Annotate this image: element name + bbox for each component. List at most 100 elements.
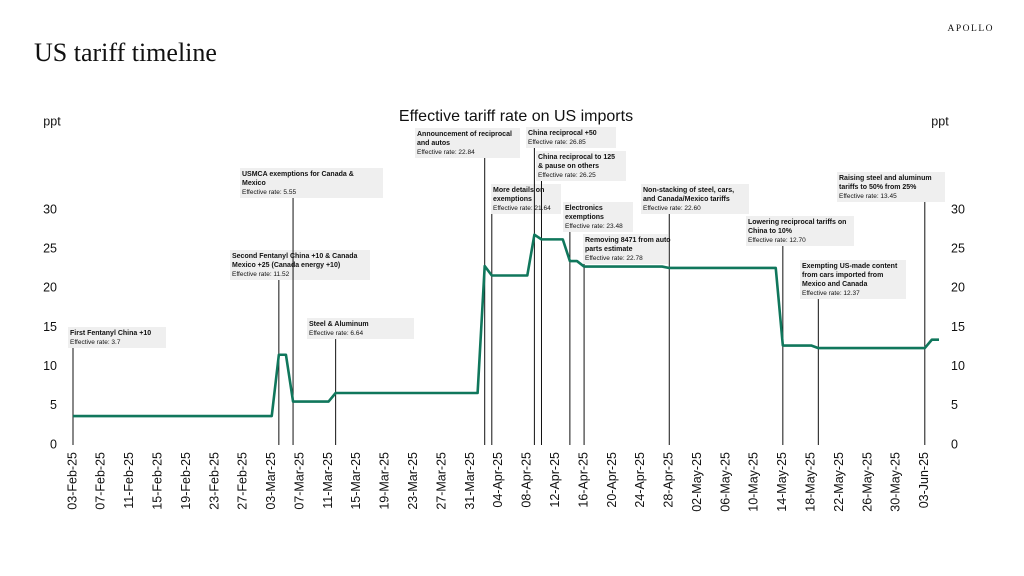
annotation-title: tariffs to 50% from 25% (839, 184, 917, 191)
x-tick-label: 12-Apr-25 (548, 452, 562, 508)
annotation: Second Fentanyl China +10 & Canada Mexico… (230, 250, 370, 445)
x-tick-label: 02-May-25 (690, 452, 704, 512)
annotation: Raising steel and aluminum tariffs to 50%… (837, 172, 945, 445)
annotation-rate: Effective rate: 26.85 (528, 139, 586, 146)
annotation-box (68, 327, 166, 348)
annotation-title: parts estimate (585, 246, 633, 253)
x-tick-label: 28-Apr-25 (662, 452, 676, 508)
brand: APOLLO (948, 24, 994, 34)
x-tick-label: 07-Mar-25 (292, 452, 306, 510)
y2-axis-label: ppt (931, 114, 949, 128)
y2-tick-label: 30 (951, 202, 965, 216)
x-tick-label: 03-Jun-25 (917, 452, 931, 508)
x-tick-label: 23-Feb-25 (207, 452, 221, 510)
annotation: USMCA exemptions for Canada & Mexico Effec… (240, 168, 383, 445)
annotation-title: Announcement of reciprocal (417, 131, 512, 138)
annotation-title: Non-stacking of steel, cars, (643, 187, 734, 194)
annotation-box (837, 172, 945, 202)
x-tick-label: 30-May-25 (889, 452, 903, 512)
annotation-title: First Fentanyl China +10 (70, 330, 151, 337)
x-tick-label: 03-Mar-25 (264, 452, 278, 510)
annotation-title: Steel & Aluminum (309, 321, 369, 328)
x-tick-label: 27-Feb-25 (236, 452, 250, 510)
x-tick-label: 23-Mar-25 (406, 452, 420, 510)
annotation-title: China reciprocal +50 (528, 130, 597, 137)
annotation-rate: Effective rate: 26.25 (538, 172, 596, 179)
annotation: China reciprocal to 125 & pause on others… (536, 151, 626, 445)
annotation-box (491, 184, 561, 214)
x-tick-label: 19-Mar-25 (378, 452, 392, 510)
y-tick-label: 10 (43, 359, 57, 373)
annotation-rate: Effective rate: 23.48 (565, 223, 623, 230)
y-tick-label: 25 (43, 241, 57, 255)
x-tick-label: 31-Mar-25 (463, 452, 477, 510)
annotation-title: Exempting US-made content (802, 263, 898, 270)
annotation: Announcement of reciprocal and autos Effec… (415, 128, 520, 445)
x-tick-label: 24-Apr-25 (633, 452, 647, 508)
x-tick-label: 14-May-25 (775, 452, 789, 512)
annotation-rate: Effective rate: 5.55 (242, 189, 296, 196)
y2-tick-label: 10 (951, 359, 965, 373)
annotation: Exempting US-made content from cars impor… (800, 260, 906, 445)
annotation-rate: Effective rate: 22.78 (585, 255, 643, 262)
annotation-rate: Effective rate: 6.64 (309, 330, 363, 337)
x-tick-label: 15-Mar-25 (349, 452, 363, 510)
annotation-title: Mexico (242, 180, 266, 187)
y-tick-label: 30 (43, 202, 57, 216)
annotation-rate: Effective rate: 21.64 (493, 205, 551, 212)
annotation-box (307, 318, 414, 339)
annotation-title: Lowering reciprocal tariffs on (748, 219, 846, 226)
x-tick-label: 20-Apr-25 (605, 452, 619, 508)
x-tick-label: 19-Feb-25 (179, 452, 193, 510)
annotation-box (563, 202, 633, 232)
annotation-rate: Effective rate: 11.52 (232, 271, 290, 278)
annotation-title: Electronics (565, 205, 603, 212)
y2-tick-label: 5 (951, 398, 958, 412)
y-axis-label: ppt (43, 114, 61, 128)
annotation-box (415, 128, 520, 158)
annotation: First Fentanyl China +10 Effective rate: … (68, 327, 166, 445)
annotation-title: More details on (493, 187, 544, 194)
annotation-rate: Effective rate: 3.7 (70, 339, 121, 346)
annotation-title: China to 10% (748, 228, 793, 235)
annotation-title: and autos (417, 140, 450, 147)
annotation-title: & pause on others (538, 163, 599, 170)
annotation-title: and Canada/Mexico tariffs (643, 196, 730, 203)
annotation: Lowering reciprocal tariffs on China to 1… (746, 216, 854, 445)
annotation-box (641, 184, 749, 214)
annotation-title: USMCA exemptions for Canada & (242, 171, 354, 178)
annotation: Non-stacking of steel, cars, and Canada/M… (641, 184, 749, 445)
page-title: US tariff timeline (34, 38, 217, 67)
annotation-title: Second Fentanyl China +10 & Canada (232, 253, 358, 260)
x-tick-label: 04-Apr-25 (491, 452, 505, 508)
x-tick-label: 08-Apr-25 (520, 452, 534, 508)
x-tick-label: 11-Feb-25 (122, 452, 136, 509)
annotation: Removing 8471 from auto parts estimate Eff… (583, 234, 671, 445)
annotation-title: exemptions (493, 196, 532, 203)
y-tick-label: 20 (43, 281, 57, 295)
annotation-title: from cars imported from (802, 272, 883, 279)
y-tick-label: 0 (50, 437, 57, 451)
annotation: Electronics exemptions Effective rate: 23.… (563, 202, 633, 445)
annotation-box (536, 151, 626, 181)
annotation-box (746, 216, 854, 246)
annotation: More details on exemptions Effective rate:… (491, 184, 561, 445)
annotation-box (240, 168, 383, 198)
x-tick-label: 10-May-25 (747, 452, 761, 512)
x-tick-label: 06-May-25 (718, 452, 732, 512)
annotation: Steel & Aluminum Effective rate: 6.64 (307, 318, 414, 445)
x-tick-label: 03-Feb-25 (65, 452, 79, 510)
annotation-box (583, 234, 668, 264)
annotation-box (800, 260, 906, 299)
annotation-box (230, 250, 370, 280)
series-line (73, 233, 939, 418)
annotation-title: Removing 8471 from auto (585, 237, 671, 244)
annotation-rate: Effective rate: 22.84 (417, 149, 475, 156)
y2-tick-label: 15 (951, 320, 965, 334)
y-tick-label: 5 (50, 398, 57, 412)
annotation-title: Mexico and Canada (802, 281, 867, 288)
chart-title: Effective tariff rate on US imports (399, 108, 633, 125)
annotation-title: exemptions (565, 214, 604, 221)
annotation: China reciprocal +50 Effective rate: 26.8… (526, 127, 616, 445)
